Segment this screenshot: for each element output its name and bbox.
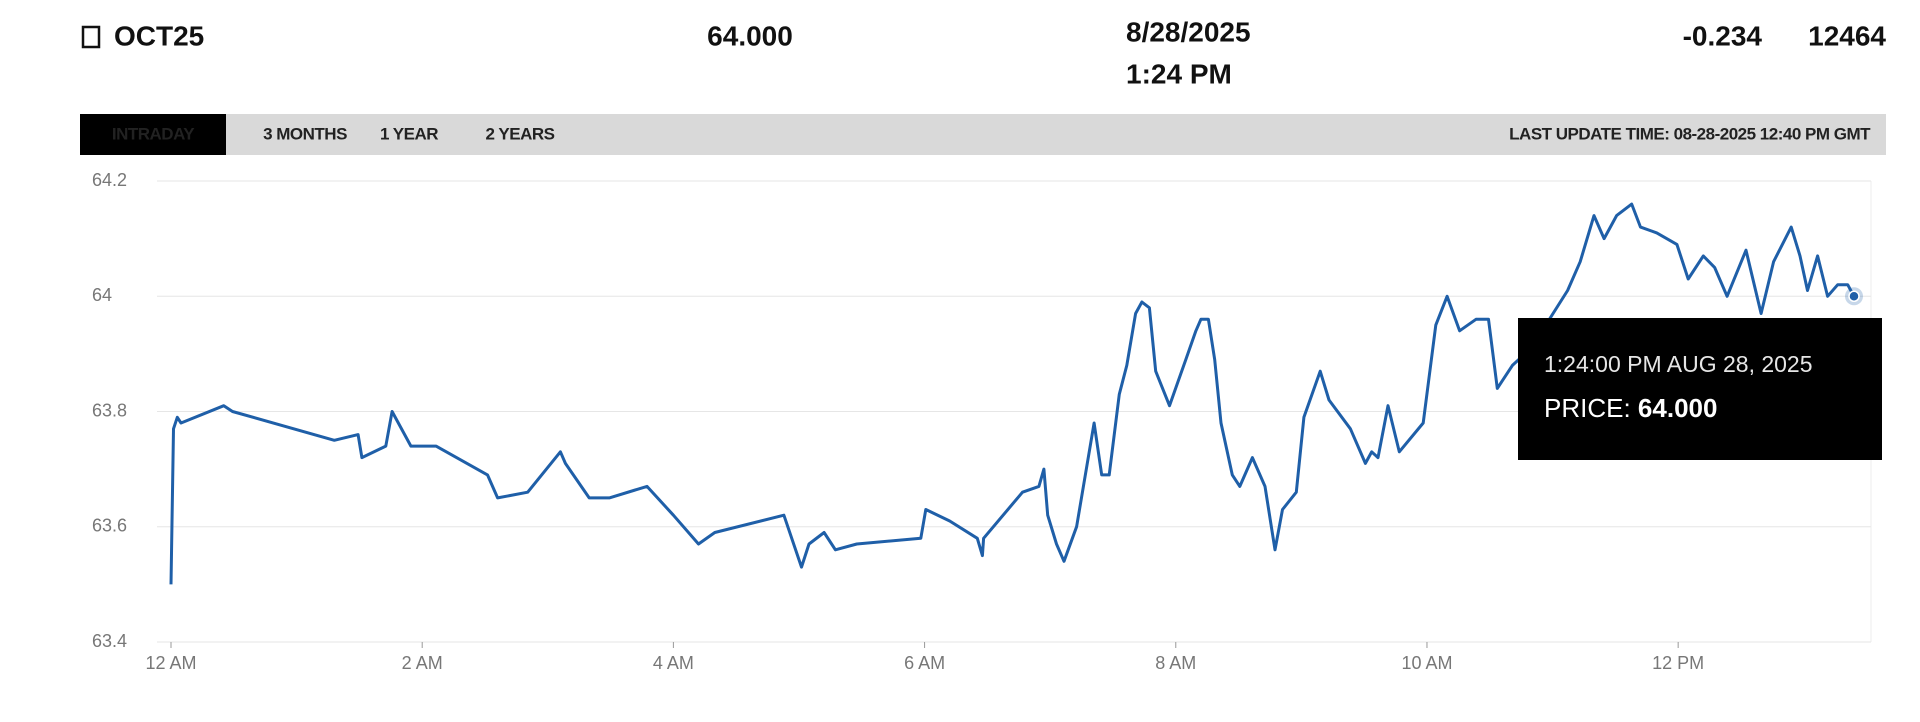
tooltip-box [1518, 318, 1882, 460]
tooltip-label: PRICE: [1544, 393, 1631, 423]
y-tick-label: 63.6 [92, 516, 127, 536]
quote-header: OCT25 64.000 8/28/2025 1:24 PM -0.234 12… [81, 16, 1886, 89]
last-price: 64.000 [707, 20, 793, 51]
y-tick-label: 63.8 [92, 400, 127, 420]
volume: 12464 [1808, 20, 1886, 51]
y-tick-label: 64 [92, 285, 112, 305]
tooltip-price: PRICE: 64.000 [1544, 393, 1717, 423]
tooltip-value: 64.000 [1638, 393, 1718, 423]
x-tick-label: 8 AM [1155, 653, 1196, 673]
tab[interactable]: INTRADAY [112, 124, 196, 143]
quote-date: 8/28/2025 [1126, 16, 1251, 47]
chart-icon [81, 25, 101, 49]
tab-bar [80, 114, 1886, 155]
tab[interactable]: 3 MONTHS [263, 124, 348, 143]
tooltip: 1:24:00 PM AUG 28, 2025 PRICE: 64.000 [1518, 318, 1882, 460]
y-tick-label: 64.2 [92, 170, 127, 190]
y-tick-label: 63.4 [92, 631, 127, 651]
price-line [169, 202, 1856, 585]
x-tick-label: 12 PM [1652, 653, 1704, 673]
x-tick-label: 6 AM [904, 653, 945, 673]
tooltip-time: 1:24:00 PM AUG 28, 2025 [1544, 351, 1813, 377]
x-tick-label: 10 AM [1401, 653, 1452, 673]
hover-dot [1848, 290, 1860, 302]
tab[interactable]: 2 YEARS [486, 124, 556, 143]
quote-time: 1:24 PM [1126, 58, 1232, 89]
x-tick-label: 12 AM [145, 653, 196, 673]
change: -0.234 [1683, 20, 1763, 51]
x-tick-label: 2 AM [402, 653, 443, 673]
symbol: OCT25 [114, 20, 204, 51]
active-tab[interactable] [80, 114, 226, 155]
last-update: LAST UPDATE TIME: 08-28-2025 12:40 PM GM… [1509, 124, 1871, 143]
tab[interactable]: 1 YEAR [380, 124, 439, 143]
x-tick-label: 4 AM [653, 653, 694, 673]
